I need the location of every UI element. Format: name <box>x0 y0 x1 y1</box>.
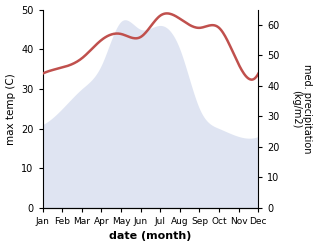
Y-axis label: med. precipitation
(kg/m2): med. precipitation (kg/m2) <box>291 64 313 153</box>
Y-axis label: max temp (C): max temp (C) <box>5 73 16 144</box>
X-axis label: date (month): date (month) <box>109 231 192 242</box>
